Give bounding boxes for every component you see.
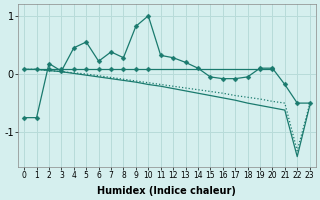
X-axis label: Humidex (Indice chaleur): Humidex (Indice chaleur) — [98, 186, 236, 196]
